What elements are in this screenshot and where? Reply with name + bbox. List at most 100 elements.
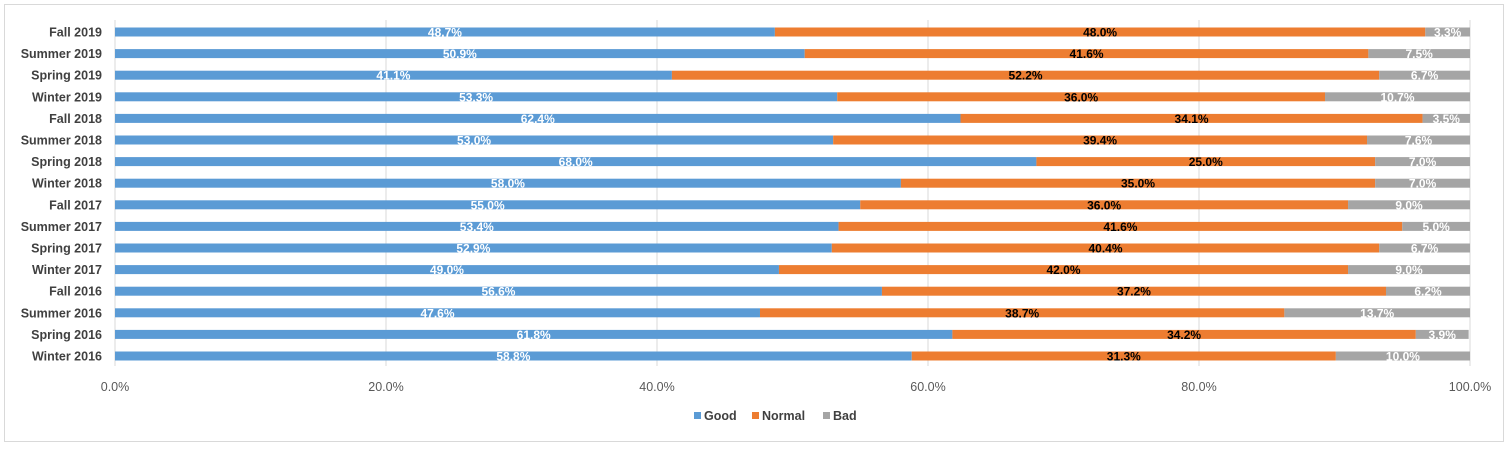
data-label-normal-11: 42.0% [1046, 263, 1080, 277]
bar-normal-15 [911, 351, 1336, 361]
category-axis: Fall 2019 Summer 2019 Spring 2019 Winter 20… [21, 26, 102, 364]
bar-normal-3 [837, 92, 1326, 102]
bar-bad-12 [1385, 286, 1470, 296]
legend: Good Normal Bad [694, 409, 857, 423]
category-label-11: Winter 2017 [32, 263, 102, 277]
bar-normal-6 [1036, 157, 1376, 167]
bar-good-14 [115, 329, 953, 339]
data-label-bad-2: 6.7% [1411, 69, 1439, 83]
data-label-normal-8: 36.0% [1087, 198, 1121, 212]
data-label-normal-15: 31.3% [1107, 350, 1141, 364]
data-label-bad-7: 7.0% [1409, 177, 1437, 191]
category-label-15: Winter 2016 [32, 350, 102, 364]
bar-bad-2 [1379, 70, 1470, 80]
data-label-bad-0: 3.3% [1434, 26, 1462, 40]
data-label-good-0: 48.7% [428, 26, 462, 40]
data-label-bad-6: 7.0% [1409, 155, 1437, 169]
bar-bad-10 [1379, 243, 1470, 253]
bar-good-4 [115, 113, 961, 123]
data-label-bad-14: 3.9% [1429, 328, 1457, 342]
bar-bad-14 [1415, 329, 1469, 339]
bar-normal-2 [671, 70, 1380, 80]
category-label-5: Summer 2018 [21, 134, 102, 148]
data-labels: 48.7% 48.0% 3.3% 50.9% 41.6% 7.5% 41.1% 52.2% 6.… [376, 26, 1461, 364]
bar-bad-8 [1348, 200, 1470, 210]
data-label-bad-12: 6.2% [1414, 285, 1442, 299]
bar-normal-13 [759, 308, 1285, 318]
bar-good-8 [115, 200, 861, 210]
bar-normal-1 [804, 49, 1369, 59]
bar-good-15 [115, 351, 912, 361]
bar-bad-1 [1368, 49, 1470, 59]
data-label-bad-13: 13.7% [1360, 306, 1394, 320]
data-label-normal-0: 48.0% [1083, 26, 1117, 40]
data-label-normal-12: 37.2% [1117, 285, 1151, 299]
bar-normal-14 [952, 329, 1416, 339]
data-label-normal-5: 39.4% [1083, 134, 1117, 148]
data-label-good-15: 58.8% [496, 350, 530, 364]
legend-swatch-bad [823, 412, 830, 419]
bar-good-2 [115, 70, 672, 80]
legend-label-bad: Bad [833, 409, 857, 423]
category-label-10: Spring 2017 [31, 242, 102, 256]
category-label-13: Summer 2016 [21, 306, 102, 320]
data-label-normal-6: 25.0% [1189, 155, 1223, 169]
data-label-bad-10: 6.7% [1411, 242, 1439, 256]
data-label-good-13: 47.6% [420, 306, 454, 320]
data-label-good-1: 50.9% [443, 47, 477, 61]
bar-normal-7 [900, 178, 1376, 188]
tick-label-0: 0.0% [101, 380, 130, 394]
bar-good-0 [115, 27, 775, 37]
data-label-normal-13: 38.7% [1005, 306, 1039, 320]
data-label-good-11: 49.0% [430, 263, 464, 277]
bar-bad-15 [1335, 351, 1470, 361]
value-axis: 0.0% 20.0% 40.0% 60.0% 80.0% 100.0% [101, 380, 1491, 394]
data-label-bad-8: 9.0% [1395, 198, 1423, 212]
data-label-normal-1: 41.6% [1070, 47, 1104, 61]
data-label-good-6: 68.0% [559, 155, 593, 169]
data-label-bad-11: 9.0% [1395, 263, 1423, 277]
data-label-bad-1: 7.5% [1406, 47, 1434, 61]
bar-bad-3 [1325, 92, 1470, 102]
category-label-8: Fall 2017 [49, 198, 102, 212]
data-label-normal-14: 34.2% [1167, 328, 1201, 342]
bar-good-1 [115, 49, 805, 59]
tick-label-1: 20.0% [368, 380, 403, 394]
category-label-4: Fall 2018 [49, 112, 102, 126]
bar-bad-9 [1402, 221, 1470, 231]
data-label-normal-9: 41.6% [1103, 220, 1137, 234]
legend-swatch-normal [752, 412, 759, 419]
data-label-bad-4: 3.5% [1433, 112, 1461, 126]
category-label-14: Spring 2016 [31, 328, 102, 342]
category-label-6: Spring 2018 [31, 155, 102, 169]
tick-label-2: 40.0% [639, 380, 674, 394]
bar-normal-8 [860, 200, 1349, 210]
data-label-normal-3: 36.0% [1064, 90, 1098, 104]
bar-good-6 [115, 157, 1037, 167]
data-label-good-5: 53.0% [457, 134, 491, 148]
bar-normal-12 [881, 286, 1386, 296]
category-label-12: Fall 2016 [49, 285, 102, 299]
bar-good-13 [115, 308, 760, 318]
category-label-0: Fall 2019 [49, 26, 102, 40]
category-label-1: Summer 2019 [21, 47, 102, 61]
bar-bad-4 [1422, 113, 1470, 123]
bar-bad-7 [1375, 178, 1470, 188]
data-label-normal-2: 52.2% [1009, 69, 1043, 83]
category-label-9: Summer 2017 [21, 220, 102, 234]
bar-bad-5 [1367, 135, 1470, 145]
data-label-good-10: 52.9% [456, 242, 490, 256]
bar-good-10 [115, 243, 832, 253]
legend-label-normal: Normal [762, 409, 805, 423]
bar-good-11 [115, 265, 779, 275]
bar-bad-6 [1375, 157, 1470, 167]
data-label-bad-15: 10.0% [1386, 350, 1420, 364]
bar-good-3 [115, 92, 838, 102]
bar-bad-11 [1348, 265, 1470, 275]
data-label-normal-10: 40.4% [1088, 242, 1122, 256]
bar-good-9 [115, 221, 839, 231]
bar-normal-9 [838, 221, 1403, 231]
tick-label-5: 100.0% [1449, 380, 1491, 394]
category-label-7: Winter 2018 [32, 177, 102, 191]
